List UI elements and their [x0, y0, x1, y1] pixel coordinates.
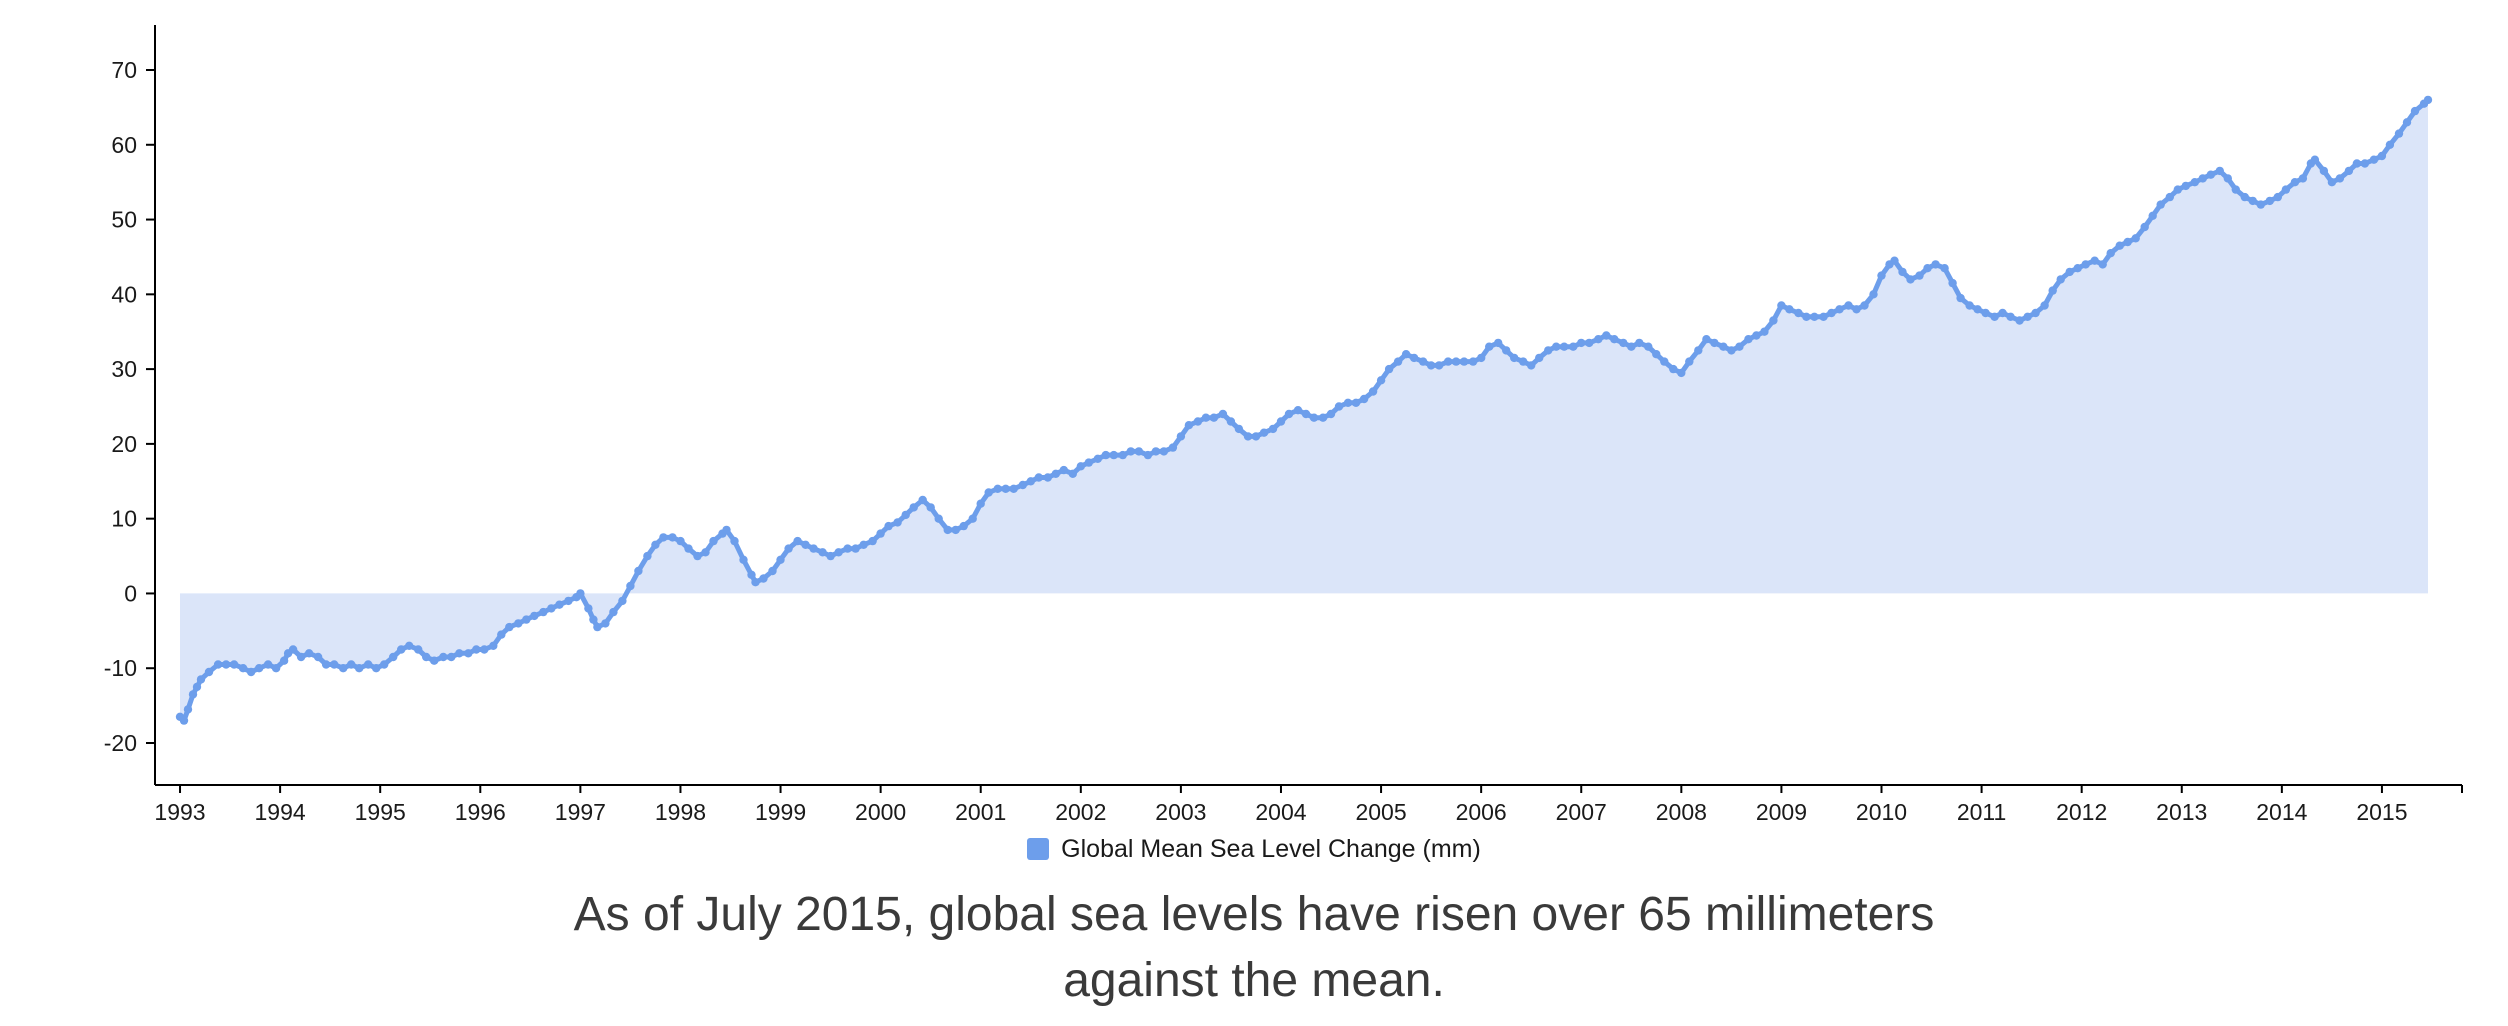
svg-text:2008: 2008 [1656, 799, 1707, 825]
axes [154, 25, 2462, 786]
svg-text:2006: 2006 [1456, 799, 1507, 825]
svg-text:2001: 2001 [955, 799, 1006, 825]
svg-text:2000: 2000 [855, 799, 906, 825]
legend-label: Global Mean Sea Level Change (mm) [1061, 834, 1481, 863]
svg-text:1995: 1995 [355, 799, 406, 825]
svg-text:70: 70 [111, 57, 137, 83]
svg-text:1997: 1997 [555, 799, 606, 825]
area-series [175, 95, 2433, 725]
svg-text:2014: 2014 [2256, 799, 2307, 825]
svg-text:1993: 1993 [154, 799, 205, 825]
svg-text:1996: 1996 [455, 799, 506, 825]
svg-text:0: 0 [124, 580, 137, 606]
svg-text:-20: -20 [104, 730, 137, 756]
svg-text:50: 50 [111, 207, 137, 233]
legend-swatch-icon [1027, 838, 1050, 860]
svg-text:20: 20 [111, 431, 137, 457]
svg-text:1999: 1999 [755, 799, 806, 825]
chart-legend: Global Mean Sea Level Change (mm) [0, 832, 2508, 866]
svg-text:2003: 2003 [1155, 799, 1206, 825]
svg-text:40: 40 [111, 281, 137, 307]
svg-text:2009: 2009 [1756, 799, 1807, 825]
svg-text:10: 10 [111, 506, 137, 532]
svg-text:2004: 2004 [1255, 799, 1306, 825]
svg-text:2002: 2002 [1055, 799, 1106, 825]
svg-text:2007: 2007 [1556, 799, 1607, 825]
svg-text:60: 60 [111, 132, 137, 158]
svg-text:2012: 2012 [2056, 799, 2107, 825]
caption-text: As of July 2015, global sea levels have … [573, 888, 1935, 1008]
svg-text:-10: -10 [104, 655, 137, 681]
svg-text:1998: 1998 [655, 799, 706, 825]
svg-text:1994: 1994 [255, 799, 306, 825]
svg-text:2010: 2010 [1856, 799, 1907, 825]
svg-text:2013: 2013 [2156, 799, 2207, 825]
svg-text:2005: 2005 [1355, 799, 1406, 825]
svg-text:2015: 2015 [2356, 799, 2407, 825]
svg-text:30: 30 [111, 356, 137, 382]
svg-text:2011: 2011 [1957, 799, 2006, 825]
y-axis: -20 -10 0 10 20 30 40 50 60 70 [104, 57, 155, 756]
x-axis: 1993 1994 1995 1996 1997 1998 1999 2000 2001 2002… [154, 785, 2463, 825]
